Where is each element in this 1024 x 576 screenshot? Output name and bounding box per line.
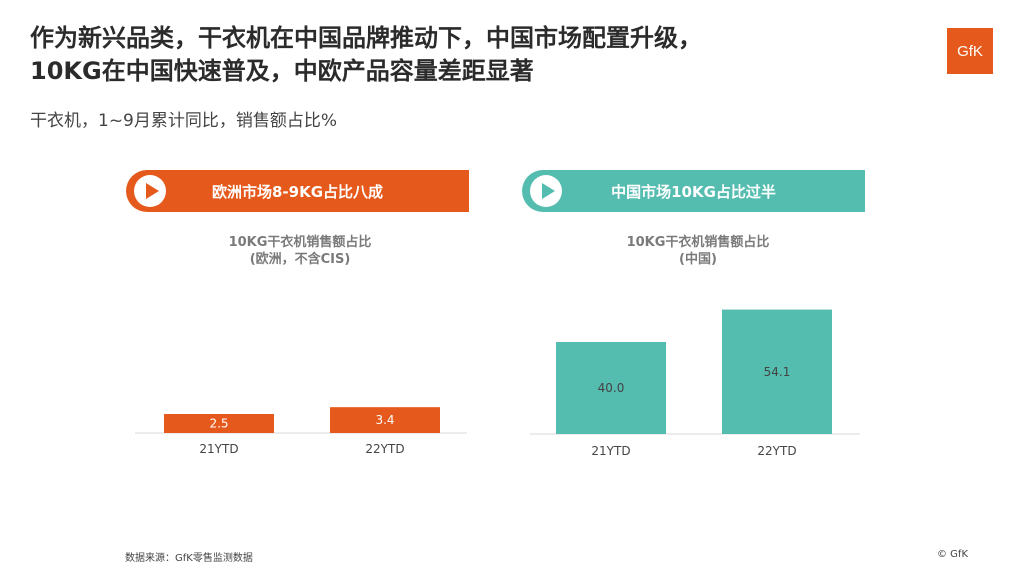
chart-china-value-label: 40.0 <box>598 381 625 395</box>
chart-china-title-line2: (中国) <box>679 252 717 267</box>
gfk-logo: GfK <box>947 28 993 74</box>
banner-europe-label: 欧洲市场8-9KG占比八成 <box>211 182 384 201</box>
data-source: 数据来源：GfK零售监测数据 <box>125 553 253 564</box>
chart-china-bar-22YTD <box>722 309 832 434</box>
chart-europe-value-label: 3.4 <box>375 413 394 427</box>
play-icon <box>134 175 166 207</box>
chart-europe-category-label: 21YTD <box>199 442 238 456</box>
play-icon <box>530 175 562 207</box>
chart-china-title-line1: 10KG干衣机销售额占比 <box>626 235 770 250</box>
chart-europe-title-line2: (欧洲，不含CIS) <box>249 252 351 267</box>
chart-europe-bar-22YTD <box>330 407 440 433</box>
page-title: 作为新兴品类，干衣机在中国品牌推动下，中国市场配置升级， 10KG在中国快速普及… <box>30 22 930 88</box>
chart-europe-bar-21YTD <box>164 414 274 433</box>
chart-china-value-label: 54.1 <box>764 365 791 379</box>
page-title-line2: 10KG在中国快速普及，中欧产品容量差距显著 <box>30 57 534 85</box>
banner-europe: 欧洲市场8-9KG占比八成 <box>126 170 469 212</box>
banner-china: 中国市场10KG占比过半 <box>522 170 865 212</box>
page-subtitle: 干衣机，1~9月累计同比，销售额占比% <box>30 111 338 131</box>
chart-china-title: 10KG干衣机销售额占比 (中国) <box>568 234 828 268</box>
chart-europe-value-label: 2.5 <box>209 417 228 431</box>
chart-europe-title: 10KG干衣机销售额占比 (欧洲，不含CIS) <box>170 234 430 268</box>
page-title-line1: 作为新兴品类，干衣机在中国品牌推动下，中国市场配置升级， <box>30 24 702 52</box>
chart-china-category-label: 22YTD <box>757 444 796 458</box>
chart-europe-title-line1: 10KG干衣机销售额占比 <box>228 235 372 250</box>
chart-europe-category-label: 22YTD <box>365 442 404 456</box>
chart-china-bar-21YTD <box>556 342 666 434</box>
chart-china-category-label: 21YTD <box>591 444 630 458</box>
banner-china-label: 中国市场10KG占比过半 <box>611 182 776 201</box>
copyright: © GfK <box>937 549 969 560</box>
